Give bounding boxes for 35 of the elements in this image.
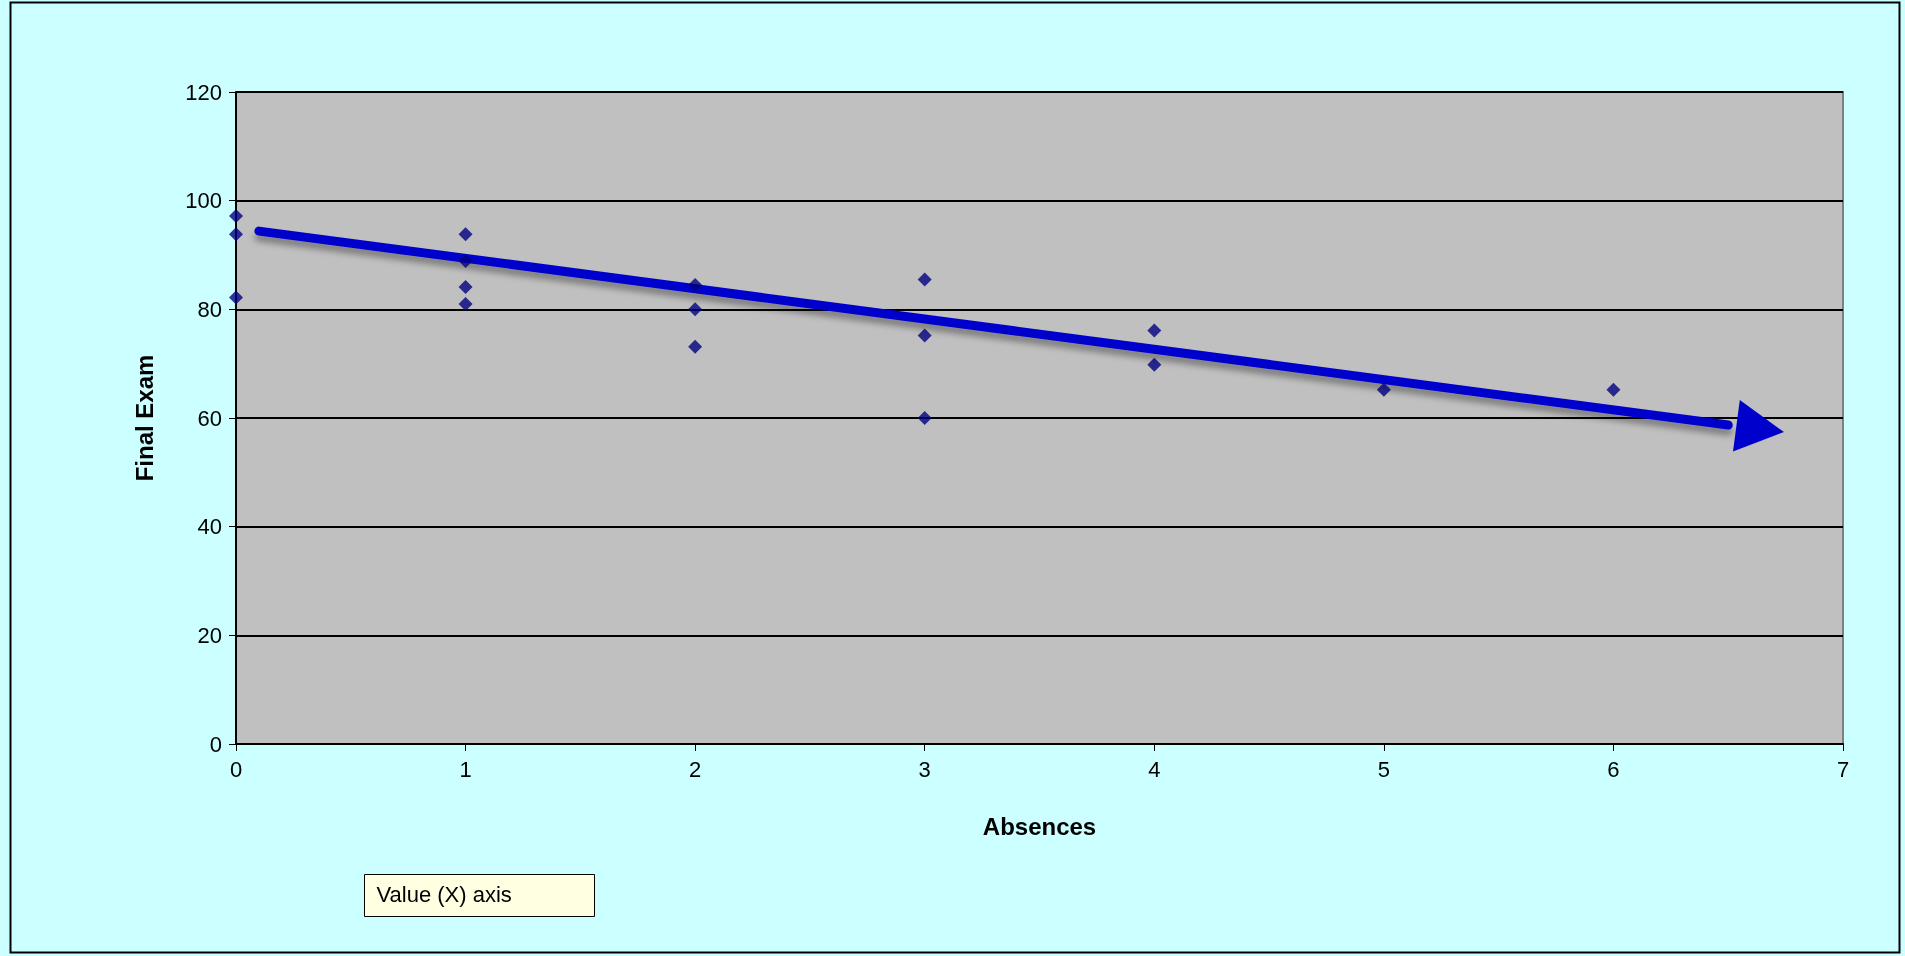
point [688, 339, 703, 354]
point [458, 296, 473, 311]
text: Value (X) axis [376, 882, 512, 907]
point [1147, 323, 1162, 338]
point [229, 208, 243, 223]
y-tick-label: 40 [197, 514, 222, 540]
y-tick-label: 100 [185, 188, 222, 214]
x-tick-label: 7 [1836, 756, 1850, 782]
y-tick-label: 60 [197, 405, 222, 431]
y-tick-label: 0 [209, 731, 222, 757]
point [458, 227, 473, 242]
x-tick-label: 0 [229, 756, 243, 782]
y-tick-label: 20 [197, 622, 222, 648]
x-tick-label: 3 [918, 756, 931, 782]
y-tick-label: 80 [197, 296, 222, 322]
point [1147, 357, 1162, 372]
x-axis-title: Absences [982, 812, 1097, 840]
x-tick-label: 5 [1377, 756, 1390, 782]
point [1606, 382, 1621, 397]
y-tick-label: 120 [185, 79, 222, 105]
point [229, 227, 243, 242]
x-tick-label: 1 [459, 756, 472, 782]
x-tick-label: 4 [1148, 756, 1161, 782]
point [917, 411, 932, 425]
point [458, 280, 473, 295]
point [688, 302, 703, 317]
point [458, 253, 473, 268]
x-tick-label: 2 [689, 756, 702, 782]
point [229, 290, 243, 305]
y-axis-title: Final Exam [130, 354, 158, 482]
point [917, 328, 932, 343]
x-tick-label: 6 [1607, 756, 1620, 782]
point [1376, 382, 1391, 397]
point [917, 272, 932, 287]
point [688, 277, 703, 292]
